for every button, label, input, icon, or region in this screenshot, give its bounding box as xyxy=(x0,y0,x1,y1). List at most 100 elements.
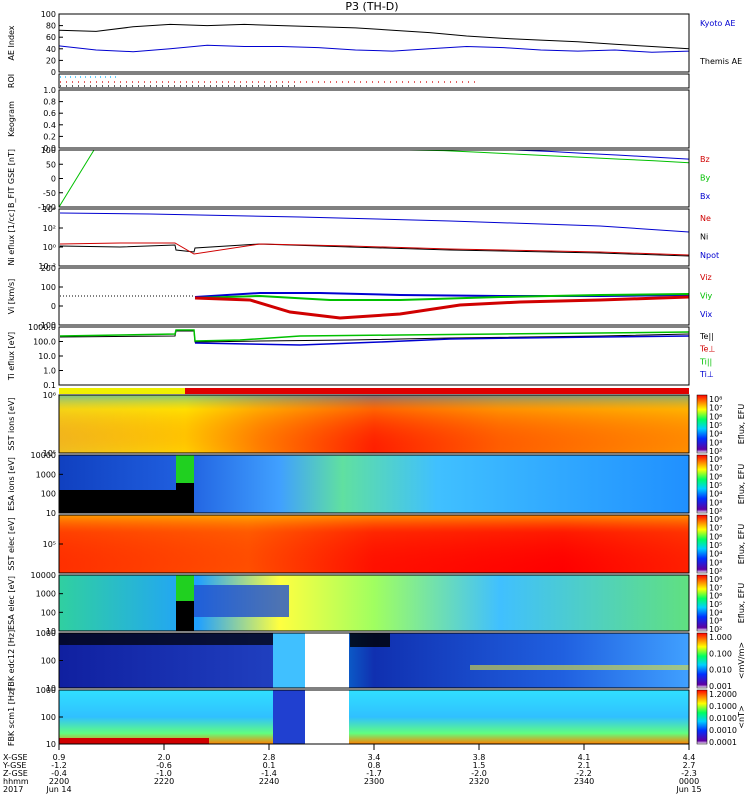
xaxis-row-label: hhmm xyxy=(3,777,29,786)
colorbar-tick: 0.0010 xyxy=(709,726,737,735)
ytick-label: 60 xyxy=(46,33,56,42)
panel-legends: Kyoto AE Themis AE Bz By Bx Ne Ni Npot Viz Viy Vix… xyxy=(699,19,742,379)
ytick-label: 10⁻² xyxy=(38,262,56,271)
ni-trace xyxy=(59,243,690,257)
ytick-label: 10⁶ xyxy=(43,391,56,400)
panel-ylabel: ESA elec [eV] xyxy=(7,576,16,630)
ytick-label: 50 xyxy=(46,160,56,169)
viy-trace xyxy=(194,293,690,301)
legend-ni-0: Ne xyxy=(700,214,711,223)
legend-vi-1: Viy xyxy=(700,292,713,301)
ytick-label: 1000.0 xyxy=(28,323,56,332)
colorbar-tick: 10² xyxy=(709,567,722,576)
ytick-label: 1000 xyxy=(36,629,56,638)
ytick-label: 100 xyxy=(41,490,56,499)
sst-ion-rof-bar-red xyxy=(185,388,689,394)
colorbar-tick: 10³ xyxy=(709,438,722,447)
colorbar-tick: 10⁵ xyxy=(709,481,722,490)
ytick-label: 10000 xyxy=(31,451,56,460)
colorbar-tick: 0.010 xyxy=(709,666,732,675)
xaxis-value: 3.8 xyxy=(473,753,486,762)
colorbar-tick: 1.2000 xyxy=(709,690,737,699)
ytick-label: 10000 xyxy=(31,571,56,580)
xaxis-value: 0000 xyxy=(679,777,699,786)
xaxis-value: -1.0 xyxy=(156,769,172,778)
spectrogram-layer xyxy=(59,388,689,744)
ytick-label: 10 xyxy=(46,509,56,518)
panel-ylabel: FBK edc12 [Hz] xyxy=(7,630,16,691)
xaxis-value: 0.1 xyxy=(263,761,276,770)
legend-ae-0: Kyoto AE xyxy=(700,19,735,28)
xaxis-value: 0.8 xyxy=(368,761,381,770)
colorbar-tick: 10⁷ xyxy=(709,404,722,413)
ytick-label: 0 xyxy=(51,302,56,311)
xaxis-value: -2.3 xyxy=(681,769,697,778)
ytick-label: 100.0 xyxy=(33,338,56,347)
ae-index-lines xyxy=(58,23,690,53)
fbk-edc12-black-right xyxy=(350,633,390,647)
xaxis-value: -1.4 xyxy=(261,769,277,778)
ytick-label: 1000 xyxy=(36,686,56,695)
ytick-label: 40 xyxy=(46,45,56,54)
colorbar-tick: 10³ xyxy=(709,498,722,507)
colorbar-tick: 10⁴ xyxy=(709,490,722,499)
panel-sst_e: SST elec [eV] 10⁵ xyxy=(7,514,690,574)
xaxis-value: -0.6 xyxy=(156,761,172,770)
sst-ion-rof-bar-yellow xyxy=(59,388,185,394)
fbk-edc12-yellow-band xyxy=(470,665,689,670)
xaxis-value: 2.0 xyxy=(158,753,171,762)
series-kyoto-ae xyxy=(58,44,690,53)
x-axis: X-GSEY-GSEZ-GSEhhmm20170.9-1.2-0.42200Ju… xyxy=(2,744,702,794)
panel-ylabel: FBK scm1 [Hz] xyxy=(7,688,16,746)
ytick-label: 1000 xyxy=(36,470,56,479)
colorbar-tick: 10⁶ xyxy=(709,532,722,541)
ytick-label: 100 xyxy=(41,713,56,722)
esa-ion-low-black xyxy=(59,490,176,513)
colorbar-tick: 10⁵ xyxy=(709,600,722,609)
ytick-label: 80 xyxy=(46,22,56,31)
xaxis-value: Jun 14 xyxy=(45,785,71,794)
xaxis-row-label: Y-GSE xyxy=(2,761,26,770)
xaxis-value: 2.7 xyxy=(683,761,696,770)
xaxis-value: 2240 xyxy=(259,777,279,786)
colorbar-tick: 10⁶ xyxy=(709,412,722,421)
panel-ylabel: Ni eflux [1/cc] xyxy=(7,210,16,266)
panel-frame xyxy=(58,454,690,514)
panel-ae: AE Index 100 80 60 40 20 0 xyxy=(7,10,690,77)
ytick-label: 0 xyxy=(51,175,56,184)
colorbar-esa-ion xyxy=(696,454,708,514)
panel-sst_i: SST ions [eV] 10⁶ 10⁵ xyxy=(7,391,690,458)
colorbar-label: Eflux, EFU xyxy=(737,524,746,565)
xaxis-value: 2200 xyxy=(49,777,69,786)
panel-bfit: B_FIT GSE [nT] 100 50 0 -50 -100 xyxy=(7,146,690,212)
ytick-label: 100 xyxy=(41,146,56,155)
panel-roi: ROI xyxy=(7,73,690,89)
panel-esa_e: ESA elec [eV] 10000 1000 100 10 xyxy=(7,571,690,636)
ytick-label: 0.0 xyxy=(43,144,56,153)
xaxis-value: -1.7 xyxy=(366,769,382,778)
panel-frames: AE Index100806040200ROIKeogram1.00.80.60… xyxy=(7,10,690,749)
ytick-label: 100 xyxy=(41,657,56,666)
panel-vi: Vi [km/s] 200 100 0 -100 xyxy=(7,264,690,330)
xaxis-value: 2320 xyxy=(469,777,489,786)
esa-electron-blue-blob xyxy=(194,585,289,617)
xaxis-value: 2340 xyxy=(574,777,594,786)
fbk-scm1-spectrogram xyxy=(59,690,689,744)
xaxis-value: -2.2 xyxy=(576,769,592,778)
ti-perp-trace xyxy=(194,335,690,346)
xaxis-value: 3.4 xyxy=(368,753,381,762)
xaxis-value: 2.1 xyxy=(578,761,591,770)
panel-frame xyxy=(58,267,690,326)
panel-ylabel: Vi [km/s] xyxy=(7,279,16,315)
xaxis-value: 2.8 xyxy=(263,753,276,762)
xaxis-value: 1.5 xyxy=(473,761,486,770)
sst-ion-spectrogram-shade xyxy=(59,395,689,453)
legend-bfit-1: By xyxy=(700,174,710,183)
fbk-scm1-blue-band xyxy=(273,690,305,744)
esa-electron-gap-green xyxy=(176,575,194,601)
colorbar-tick: 10⁴ xyxy=(709,550,722,559)
legend-bfit-0: Bz xyxy=(700,155,710,164)
ytick-label: 10.0 xyxy=(38,352,56,361)
